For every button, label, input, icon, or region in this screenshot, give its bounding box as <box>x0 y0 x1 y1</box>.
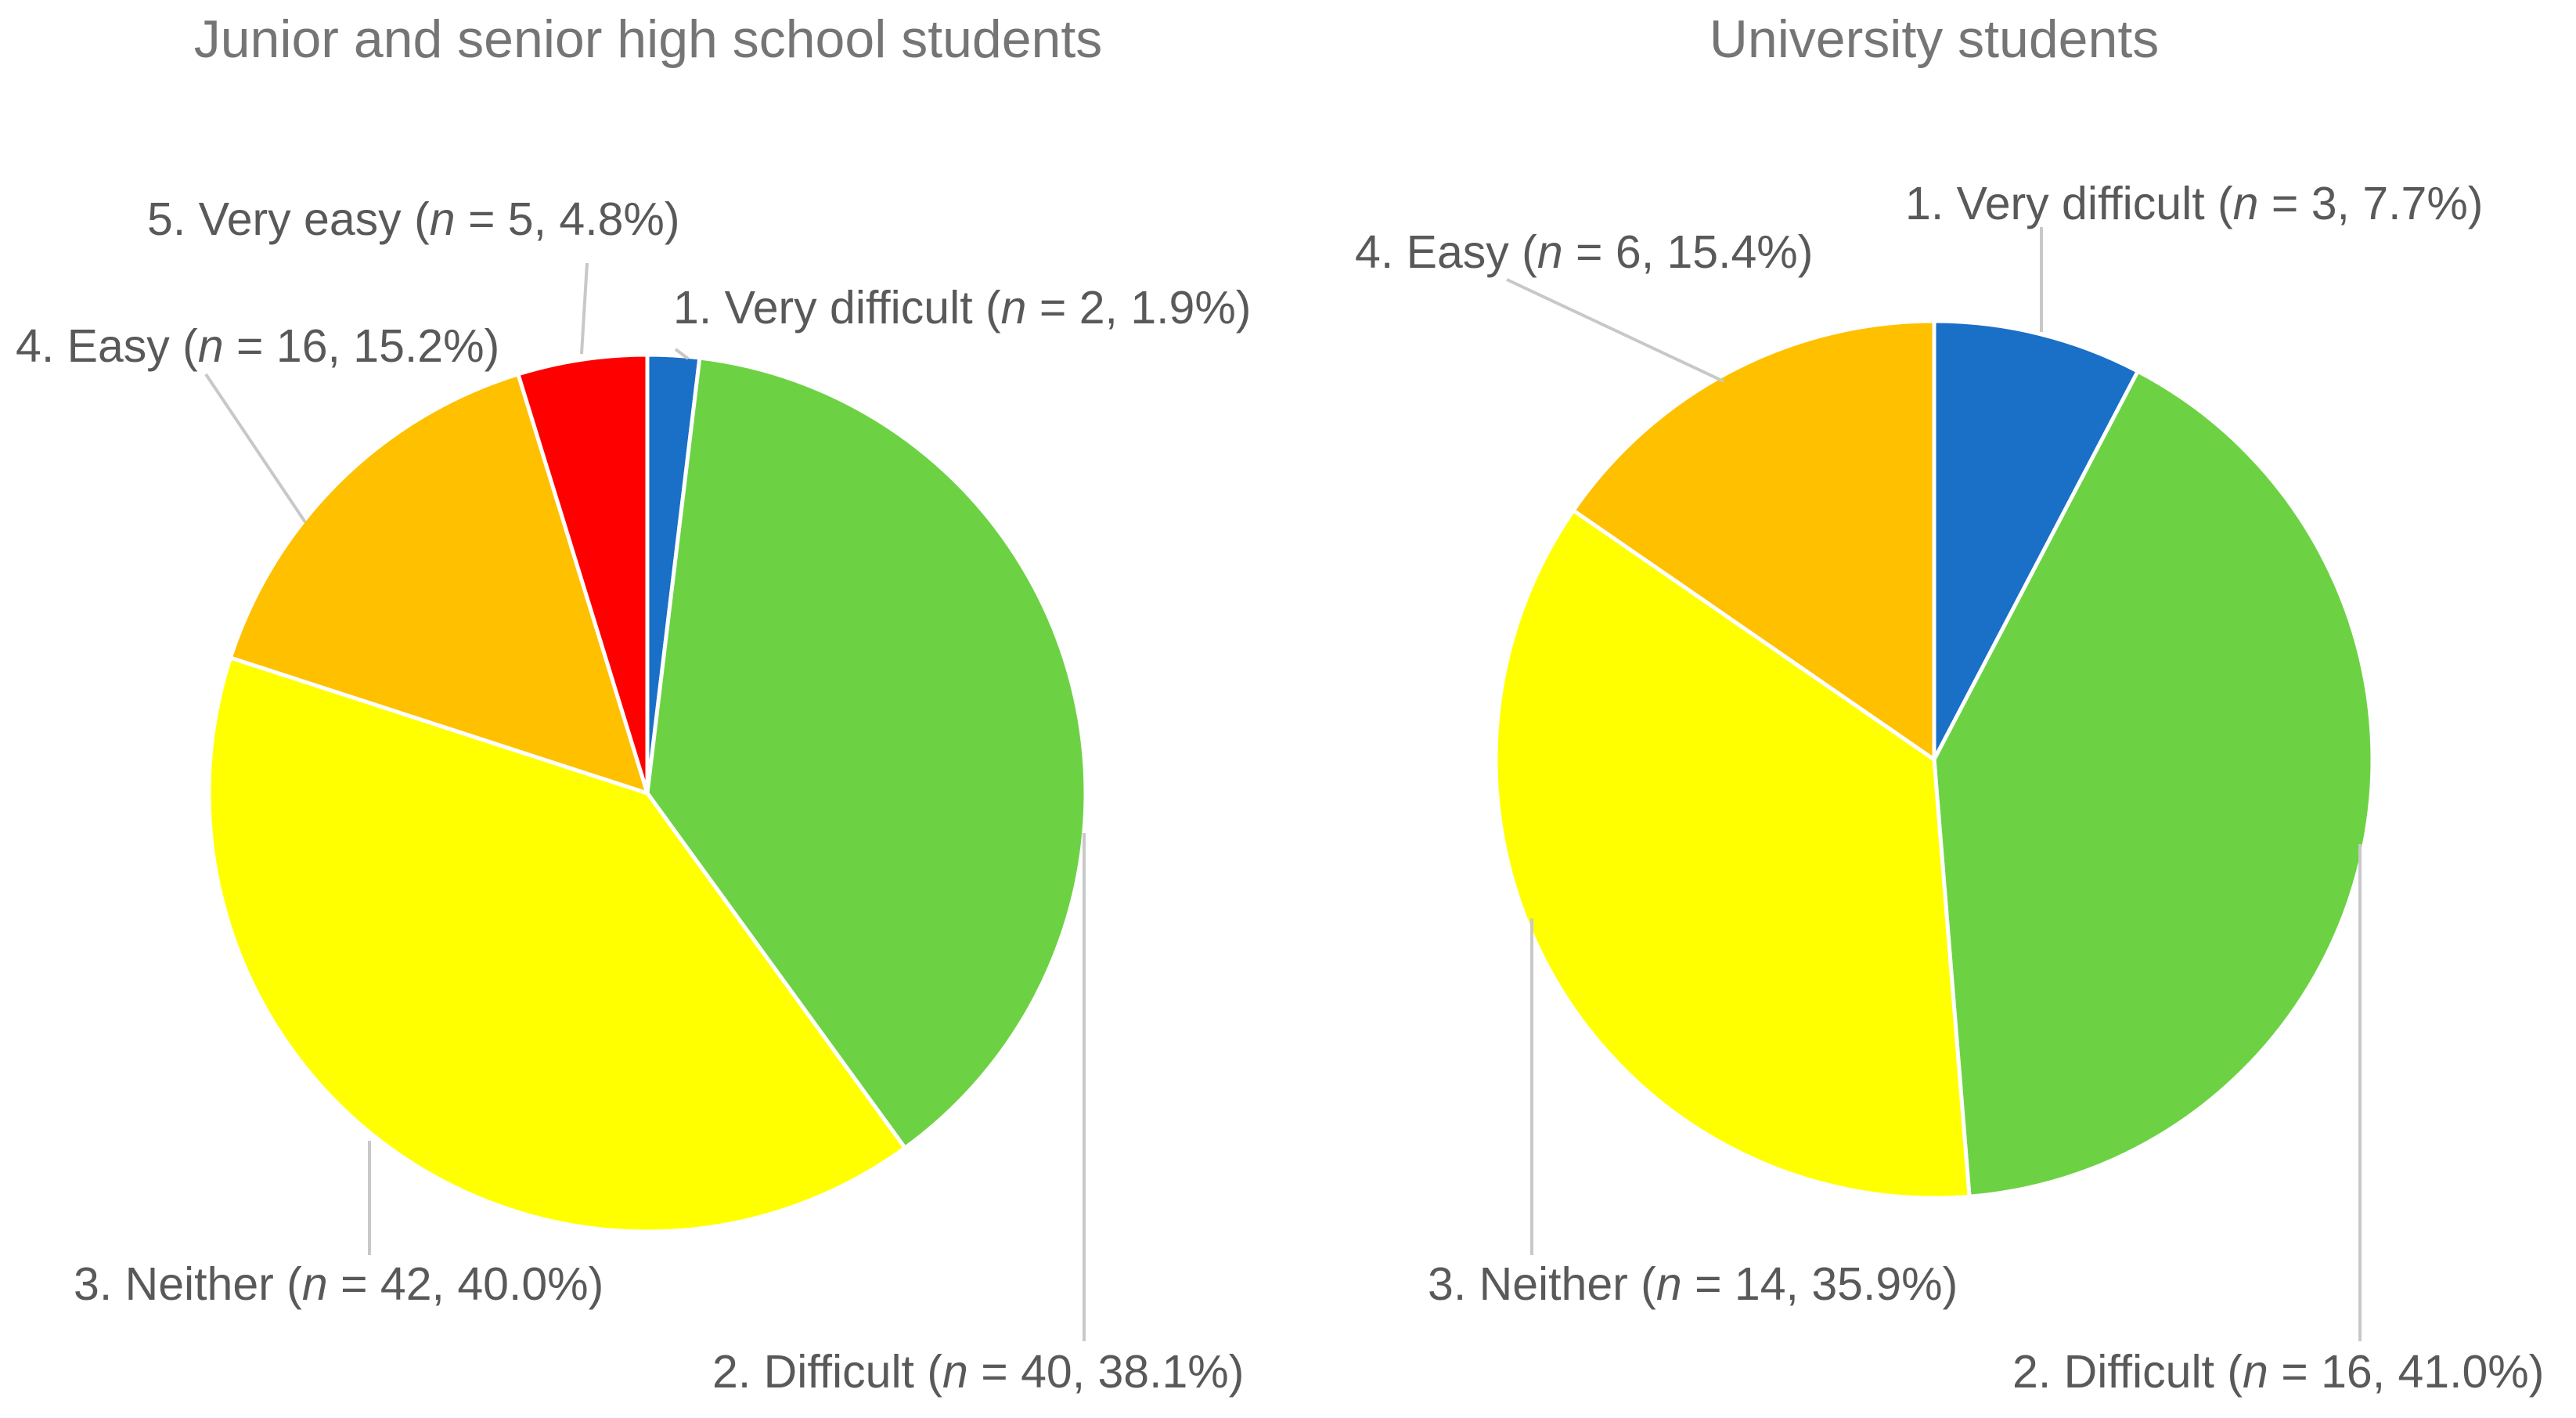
data-label: 1. Very difficult (n = 3, 7.7%) <box>1905 178 2483 229</box>
pie-slice-neither <box>207 655 907 1234</box>
leader-line <box>580 262 589 355</box>
pie-slice-neither <box>1493 508 1972 1200</box>
data-label: 3. Neither (n = 14, 35.9%) <box>1428 1258 1958 1310</box>
leader-line <box>1506 278 1724 383</box>
pie-high-school: 1. Very difficult (n = 2, 1.9%) 2. Diffic… <box>16 193 1251 1398</box>
data-label: 2. Difficult (n = 40, 38.1%) <box>712 1346 1244 1398</box>
pie-slice-easy <box>228 372 650 796</box>
data-label: 4. Easy (n = 6, 15.4%) <box>1355 226 1813 278</box>
pie-university: 1. Very difficult (n = 3, 7.7%) 2. Diffic… <box>1355 178 2544 1398</box>
leader-line <box>204 373 307 524</box>
pie-slice-very-difficult <box>1932 319 2140 762</box>
data-label: 5. Very easy (n = 5, 4.8%) <box>147 193 680 245</box>
chart-title-university: University students <box>1710 9 2159 69</box>
data-label: 2. Difficult (n = 16, 41.0%) <box>2012 1346 2544 1398</box>
pie-slice-easy <box>1571 319 1937 762</box>
data-label: 1. Very difficult (n = 2, 1.9%) <box>673 282 1251 334</box>
pie-slice-difficult <box>645 355 1088 1150</box>
data-label: 3. Neither (n = 42, 40.0%) <box>74 1258 603 1310</box>
data-label: 4. Easy (n = 16, 15.2%) <box>16 320 499 372</box>
pie-slice-difficult <box>1932 369 2375 1199</box>
leader-line <box>674 348 690 360</box>
pie-slice-very-easy <box>516 352 650 796</box>
chart-title-high-school: Junior and senior high school students <box>194 9 1103 69</box>
